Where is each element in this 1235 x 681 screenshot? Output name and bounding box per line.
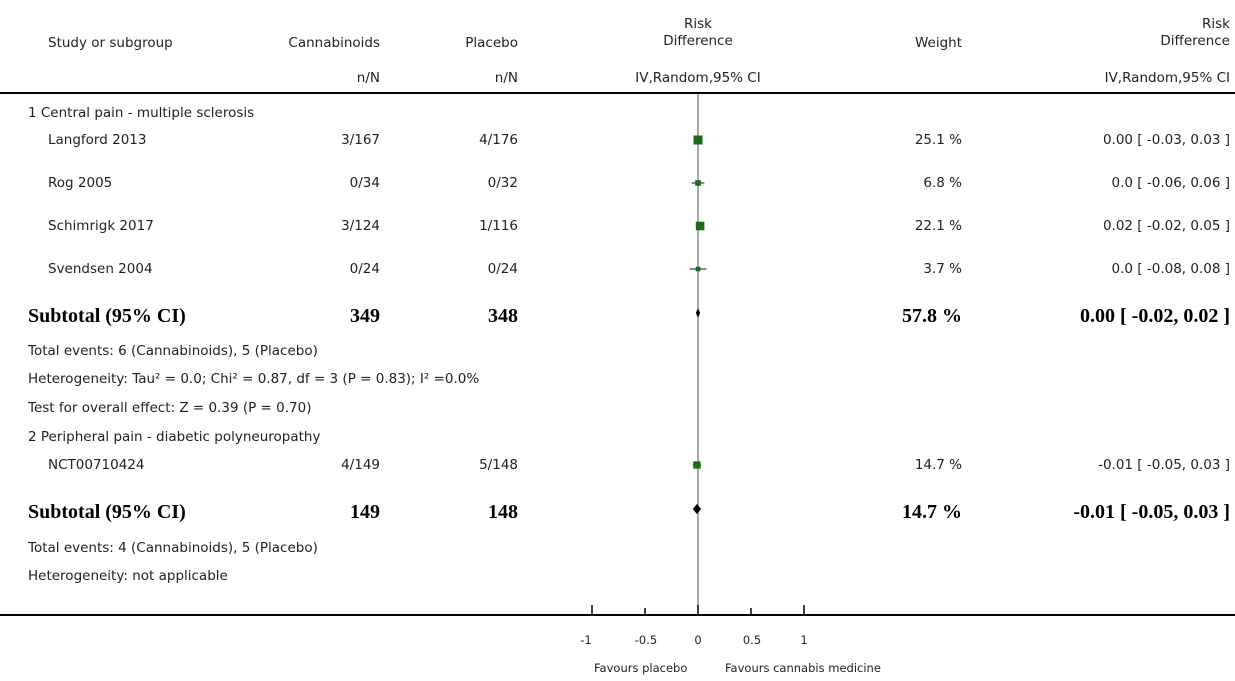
study-marker — [693, 461, 701, 469]
study-marker — [695, 180, 701, 186]
axis-tick-label: 1 — [800, 633, 808, 647]
favours-right-label: Favours cannabis medicine — [725, 661, 881, 675]
note-total-events: Total events: 4 (Cannabinoids), 5 (Place… — [28, 540, 318, 556]
subtotal-diamond — [692, 504, 702, 514]
header-rd-line2: Difference — [663, 33, 733, 49]
header-weight: Weight — [914, 35, 962, 51]
study-placebo: 0/32 — [487, 175, 518, 191]
study-name: Schimrigk 2017 — [48, 218, 154, 234]
subgroup-title: 2 Peripheral pain - diabetic polyneuropa… — [28, 429, 321, 445]
study-marker — [693, 135, 703, 145]
study-effect: 0.0 [ -0.06, 0.06 ] — [1111, 175, 1230, 191]
subtotal-label: Subtotal (95% CI) — [28, 501, 186, 523]
study-weight: 14.7 % — [914, 457, 962, 473]
note-total-events: Total events: 6 (Cannabinoids), 5 (Place… — [28, 343, 318, 359]
subtotal-weight: 57.8 % — [902, 305, 962, 327]
header-rule — [0, 92, 1235, 94]
axis-tick-label: 0 — [694, 633, 702, 647]
subtotal-effect: 0.00 [ -0.02, 0.02 ] — [1080, 305, 1230, 327]
subtotal-placebo: 148 — [488, 501, 518, 523]
header-cannabinoids: Cannabinoids — [288, 35, 380, 51]
study-effect: -0.01 [ -0.05, 0.03 ] — [1098, 457, 1230, 473]
header-placebo: Placebo — [465, 35, 518, 51]
study-effect: 0.02 [ -0.02, 0.05 ] — [1102, 218, 1230, 234]
study-placebo: 1/116 — [479, 218, 518, 234]
study-cannabinoids: 0/24 — [349, 261, 380, 277]
favours-left-label: Favours placebo — [594, 661, 688, 675]
study-name: NCT00710424 — [48, 457, 145, 473]
subtotal-cannabinoids: 349 — [350, 305, 380, 327]
study-marker — [695, 266, 701, 272]
study-name: Rog 2005 — [48, 175, 113, 191]
study-placebo: 0/24 — [487, 261, 518, 277]
axis-tick-label: 0.5 — [742, 633, 762, 647]
header-rd-line1: Risk — [684, 16, 712, 32]
header-effect-sub: IV,Random,95% CI — [1104, 70, 1230, 86]
subtotal-effect: -0.01 [ -0.05, 0.03 ] — [1073, 501, 1230, 523]
subtotal-diamond — [695, 308, 701, 318]
axis-tick-label: -1 — [580, 633, 592, 647]
study-weight: 25.1 % — [914, 132, 962, 148]
header-study: Study or subgroup — [48, 35, 173, 51]
subtotal-label: Subtotal (95% CI) — [28, 305, 186, 327]
header-effect-line2: Difference — [1160, 33, 1230, 49]
study-marker — [695, 221, 705, 231]
study-cannabinoids: 0/34 — [349, 175, 380, 191]
note-overall-effect: Test for overall effect: Z = 0.39 (P = 0… — [28, 400, 312, 416]
study-weight: 6.8 % — [923, 175, 962, 191]
study-cannabinoids: 4/149 — [341, 457, 380, 473]
study-effect: 0.0 [ -0.08, 0.08 ] — [1111, 261, 1230, 277]
note-heterogeneity: Heterogeneity: not applicable — [28, 568, 228, 584]
study-placebo: 4/176 — [479, 132, 518, 148]
note-heterogeneity: Heterogeneity: Tau² = 0.0; Chi² = 0.87, … — [28, 371, 480, 387]
header-effect-line1: Risk — [1202, 16, 1230, 32]
axis-tick-label: -0.5 — [634, 633, 658, 647]
study-effect: 0.00 [ -0.03, 0.03 ] — [1102, 132, 1230, 148]
subgroup-title: 1 Central pain - multiple sclerosis — [28, 105, 255, 121]
study-placebo: 5/148 — [479, 457, 518, 473]
study-cannabinoids: 3/124 — [341, 218, 380, 234]
header-plot-sub: IV,Random,95% CI — [635, 70, 761, 86]
header-placebo-sub: n/N — [494, 70, 518, 86]
study-weight: 3.7 % — [923, 261, 962, 277]
subtotal-cannabinoids: 149 — [350, 501, 380, 523]
subtotal-placebo: 348 — [488, 305, 518, 327]
study-name: Langford 2013 — [48, 132, 147, 148]
study-name: Svendsen 2004 — [48, 261, 153, 277]
study-weight: 22.1 % — [914, 218, 962, 234]
subtotal-weight: 14.7 % — [902, 501, 962, 523]
study-cannabinoids: 3/167 — [341, 132, 380, 148]
footer-rule — [0, 614, 1235, 616]
header-cannabinoids-sub: n/N — [356, 70, 380, 86]
